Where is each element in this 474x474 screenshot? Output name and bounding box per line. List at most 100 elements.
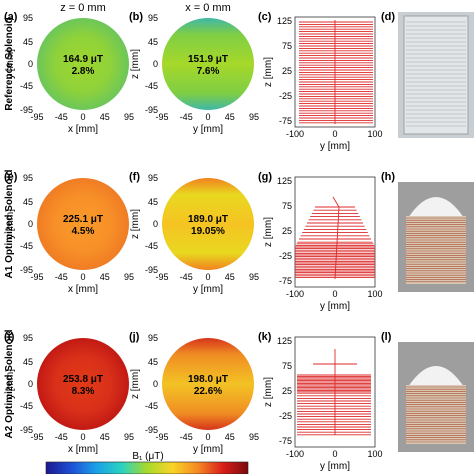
y-tick-label: -25 — [279, 411, 292, 421]
y-tick-label: -95 — [20, 425, 33, 435]
y-tick-label: -95 — [20, 105, 33, 115]
b1-deviation-value: 19.05% — [191, 226, 225, 237]
y-axis-label: z [mm] — [263, 57, 274, 87]
x-tick-label: -95 — [30, 432, 43, 442]
y-tick-label: -75 — [279, 276, 292, 286]
x-axis-label: y [mm] — [193, 284, 223, 295]
y-tick-label: 0 — [28, 219, 33, 229]
field-map-disc — [37, 18, 129, 110]
coil-former-body — [406, 216, 466, 284]
y-tick-label: 0 — [153, 219, 158, 229]
y-tick-label: 25 — [282, 66, 292, 76]
y-tick-label: 75 — [282, 41, 292, 51]
panel-tag: (d) — [381, 11, 395, 23]
panel-tag: (b) — [129, 11, 143, 23]
x-tick-label: 0 — [80, 272, 85, 282]
x-axis-label: x [mm] — [68, 444, 98, 455]
y-tick-label: 0 — [28, 379, 33, 389]
y-tick-label: -25 — [279, 251, 292, 261]
b1-mean-value: 151.9 μT — [188, 54, 228, 65]
panel-tag: (e) — [4, 171, 18, 183]
coil-former-dome — [408, 366, 464, 387]
x-tick-label: 45 — [100, 112, 110, 122]
x-tick-label: 95 — [249, 432, 259, 442]
x-tick-label: -95 — [155, 112, 168, 122]
panel-tag: (g) — [258, 171, 272, 183]
field-map-disc — [162, 18, 254, 110]
y-tick-label: 0 — [28, 59, 33, 69]
coil-photo — [398, 342, 474, 452]
y-tick-label: -45 — [145, 81, 158, 91]
y-tick-label: 0 — [153, 379, 158, 389]
x-tick-label: -45 — [180, 112, 193, 122]
coil-former-body — [406, 385, 466, 444]
y-tick-label: 95 — [148, 333, 158, 343]
x-tick-label: 45 — [100, 272, 110, 282]
y-axis-label: z [mm] — [263, 377, 274, 407]
x-tick-label: -45 — [55, 112, 68, 122]
panel-tag: (h) — [381, 171, 395, 183]
y-tick-label: 75 — [282, 201, 292, 211]
x-tick-label: 95 — [249, 112, 259, 122]
y-tick-label: -95 — [145, 425, 158, 435]
b1-deviation-value: 4.5% — [72, 226, 95, 237]
x-tick-label: -100 — [286, 129, 304, 139]
y-tick-label: 45 — [23, 37, 33, 47]
y-tick-label: 0 — [153, 59, 158, 69]
panel-tag: (k) — [258, 331, 272, 343]
y-tick-label: -25 — [279, 91, 292, 101]
y-tick-label: 95 — [148, 173, 158, 183]
x-tick-label: 95 — [124, 112, 134, 122]
y-tick-label: -45 — [20, 241, 33, 251]
field-map-disc — [162, 178, 254, 270]
x-tick-label: -95 — [30, 272, 43, 282]
y-tick-label: 45 — [148, 357, 158, 367]
colorbar-label: B₁ (μT) — [132, 451, 163, 462]
x-tick-label: -45 — [180, 432, 193, 442]
panel-tag: (a) — [4, 11, 18, 23]
row-label: Reference Solenoid — [4, 17, 15, 110]
y-axis-label: z [mm] — [130, 369, 141, 399]
y-tick-label: 75 — [282, 361, 292, 371]
b1-deviation-value: 7.6% — [197, 66, 220, 77]
b1-deviation-value: 8.3% — [72, 386, 95, 397]
y-tick-label: 25 — [282, 226, 292, 236]
y-axis-label: z [mm] — [130, 209, 141, 239]
x-tick-label: 100 — [367, 289, 382, 299]
x-tick-label: 45 — [225, 112, 235, 122]
x-axis-label: y [mm] — [193, 444, 223, 455]
coil-former-dome — [408, 197, 464, 218]
panel-tag: (i) — [4, 331, 15, 343]
colorbar — [45, 461, 249, 474]
y-tick-label: -95 — [20, 265, 33, 275]
x-axis-label: y [mm] — [320, 141, 350, 152]
y-tick-label: 125 — [277, 16, 292, 26]
x-tick-label: -45 — [180, 272, 193, 282]
y-tick-label: -45 — [20, 401, 33, 411]
panel-tag: (c) — [258, 11, 272, 23]
y-tick-label: 45 — [23, 197, 33, 207]
x-axis-label: y [mm] — [320, 461, 350, 472]
x-tick-label: 95 — [124, 272, 134, 282]
y-tick-label: 45 — [148, 197, 158, 207]
y-tick-label: 95 — [23, 13, 33, 23]
y-tick-label: -95 — [145, 265, 158, 275]
x-tick-label: -100 — [286, 289, 304, 299]
y-axis-label: y [mm] — [5, 369, 16, 399]
x-tick-label: 100 — [367, 129, 382, 139]
y-tick-label: 25 — [282, 386, 292, 396]
x-tick-label: 0 — [80, 432, 85, 442]
y-tick-label: 125 — [277, 336, 292, 346]
y-tick-label: 45 — [23, 357, 33, 367]
y-axis-label: z [mm] — [263, 217, 274, 247]
x-tick-label: -100 — [286, 449, 304, 459]
y-tick-label: -95 — [145, 105, 158, 115]
x-axis-label: x [mm] — [68, 124, 98, 135]
x-tick-label: -95 — [155, 272, 168, 282]
row-label: A2 Optimized Solenoid — [4, 330, 15, 439]
y-tick-label: 95 — [23, 173, 33, 183]
y-axis-label: z [mm] — [130, 49, 141, 79]
x-axis-label: y [mm] — [193, 124, 223, 135]
x-tick-label: 0 — [80, 112, 85, 122]
